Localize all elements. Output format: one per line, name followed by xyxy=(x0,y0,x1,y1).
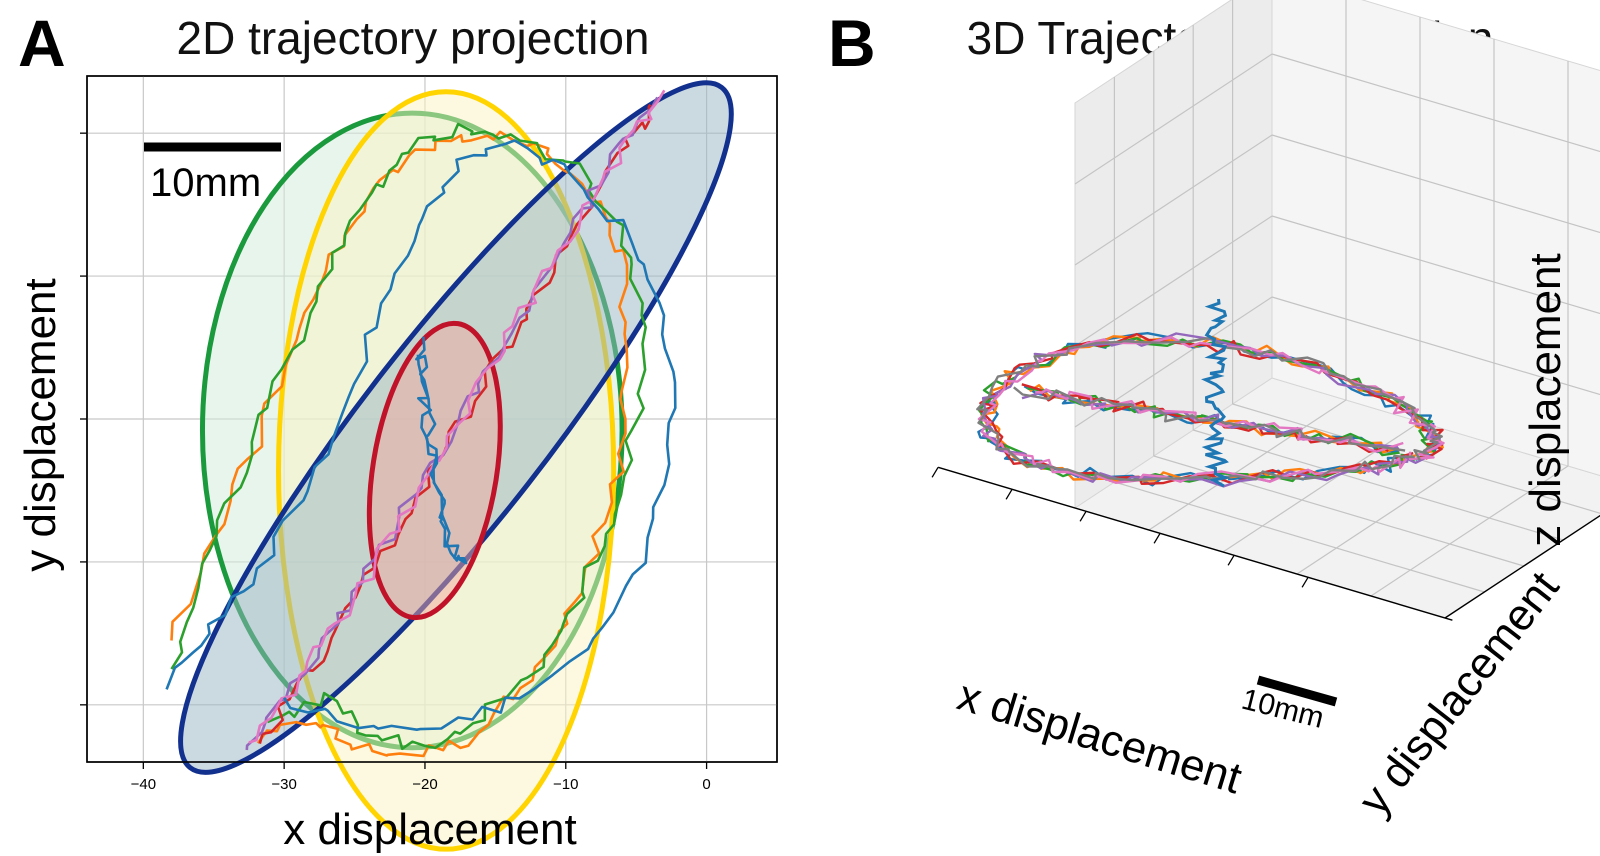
panel-a: A 2D trajectory projection −40 −30 −20 −10 0… xyxy=(16,6,778,854)
grid-left-z xyxy=(1074,53,1273,185)
plot-area-a: −40 −30 −20 −10 0 10mm xyxy=(80,75,778,852)
grid-floor-x xyxy=(1296,443,1495,575)
x-axis-label-b: x displacement xyxy=(952,671,1247,804)
x-tick-label: −30 xyxy=(271,776,296,793)
grid-floor-y xyxy=(1114,481,1485,593)
x-tick-b xyxy=(1153,532,1161,544)
ticks-a: −40 −30 −20 −10 0 xyxy=(80,132,711,793)
trajectory-3d-loop-6 xyxy=(977,336,1445,484)
trajectory-3d-loop-7 xyxy=(976,336,1443,482)
x-tick-label: 0 xyxy=(702,776,710,793)
grid-back-z xyxy=(1271,134,1600,234)
grid-left-z xyxy=(1074,134,1273,266)
trajectory-series-5 xyxy=(248,89,666,744)
trajectory-series-6 xyxy=(415,336,468,565)
panel-b-letter: B xyxy=(828,6,876,80)
panel-a-title: 2D trajectory projection xyxy=(177,12,650,64)
z-axis-label-b: z displacement xyxy=(1521,253,1570,546)
x-tick-label: −10 xyxy=(553,776,578,793)
grid-back-z xyxy=(1271,296,1600,396)
panel-b: B 3D Trajectory of Actuation 10mm x disp… xyxy=(828,0,1600,824)
grid-floor-y xyxy=(1193,429,1564,541)
x-tick-b xyxy=(1227,554,1235,566)
x-axis-line-b xyxy=(937,466,1453,621)
grid-floor-x xyxy=(1222,421,1421,553)
trajectory-series-7 xyxy=(165,139,677,731)
x-tick-label: −40 xyxy=(131,776,156,793)
back-pane xyxy=(1271,0,1600,477)
trajectory-3d-vertical xyxy=(1201,298,1231,488)
grid-floor-x xyxy=(1370,465,1569,597)
grid-back-z xyxy=(1271,53,1600,153)
panel-a-letter: A xyxy=(18,6,66,80)
scale-bar-a-label: 10mm xyxy=(150,161,261,205)
grid-floor-x xyxy=(1148,399,1347,531)
trajectory-series-2 xyxy=(170,122,647,751)
x-tick-b xyxy=(1005,488,1013,500)
trajectory-3d-line-6 xyxy=(1035,388,1404,453)
x-tick-b xyxy=(1301,576,1309,588)
trajectory-3d-loop-4 xyxy=(979,332,1444,485)
x-axis-label-a: x displacement xyxy=(283,805,576,854)
grid-left-z xyxy=(1074,215,1273,347)
x-tick-label: −20 xyxy=(412,776,437,793)
traces-b xyxy=(976,298,1445,488)
x-tick-b xyxy=(1079,510,1087,522)
x-tick-b xyxy=(931,466,939,478)
y-axis-line-b xyxy=(1444,514,1600,619)
y-axis-label-a: y displacement xyxy=(16,278,65,571)
plot-area-b xyxy=(931,0,1600,621)
traces-a xyxy=(165,89,677,758)
scale-bar-b xyxy=(1256,675,1338,707)
grid-back-z xyxy=(1271,215,1600,315)
